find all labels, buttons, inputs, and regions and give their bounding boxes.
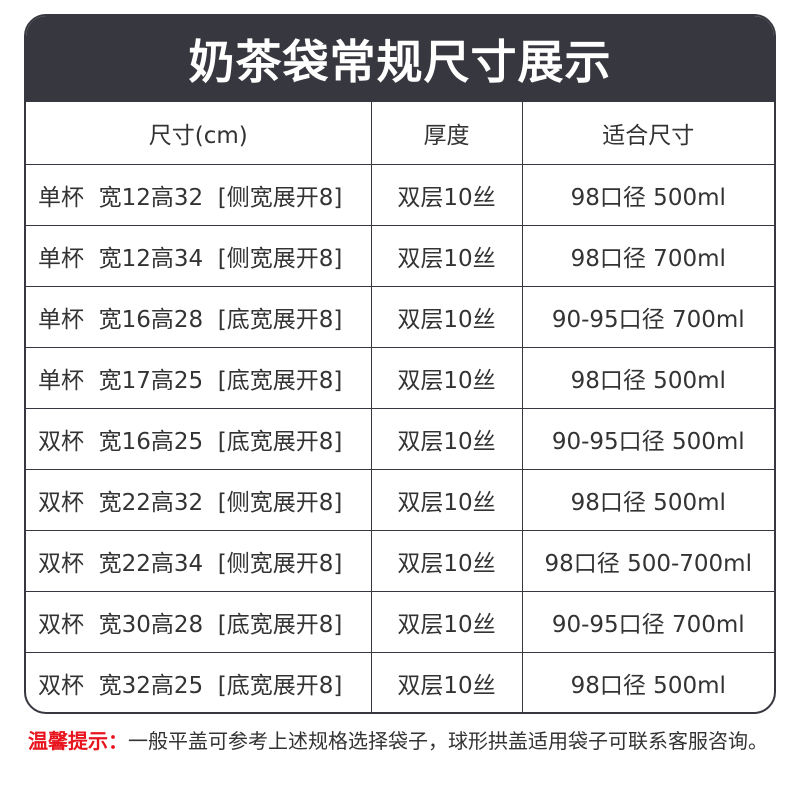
size-table: 尺寸(cm) 厚度 适合尺寸 单杯 宽12高32 [侧宽展开8] 双层10丝 98口…	[26, 102, 774, 712]
page-title: 奶茶袋常规尺寸展示	[26, 16, 774, 102]
fit-cell: 98口径 700ml	[521, 225, 774, 287]
fit-cell: 90-95口径 700ml	[521, 591, 774, 653]
thickness-cell: 双层10丝	[370, 591, 522, 653]
thickness-cell: 双层10丝	[370, 469, 522, 531]
thickness-cell: 双层10丝	[370, 530, 522, 592]
thickness-cell: 双层10丝	[370, 164, 522, 226]
size-cell: 双杯 宽16高25 [底宽展开8]	[26, 408, 371, 470]
table-header-row: 尺寸(cm) 厚度 适合尺寸	[26, 102, 774, 165]
size-cell: 双杯 宽22高34 [侧宽展开8]	[26, 530, 371, 592]
tip-label: 温馨提示：	[28, 729, 128, 753]
table-row: 双杯 宽30高28 [底宽展开8] 双层10丝 90-95口径 700ml	[26, 591, 774, 653]
thickness-cell: 双层10丝	[370, 347, 522, 409]
table-row: 双杯 宽32高25 [底宽展开8] 双层10丝 98口径 500ml	[26, 652, 774, 712]
fit-cell: 98口径 500ml	[521, 652, 774, 712]
table-row: 双杯 宽22高34 [侧宽展开8] 双层10丝 98口径 500-700ml	[26, 530, 774, 592]
thickness-cell: 双层10丝	[370, 225, 522, 287]
table-row: 双杯 宽16高25 [底宽展开8] 双层10丝 90-95口径 500ml	[26, 408, 774, 470]
thickness-cell: 双层10丝	[370, 652, 522, 712]
table-row: 单杯 宽12高34 [侧宽展开8] 双层10丝 98口径 700ml	[26, 225, 774, 287]
tip-text: 一般平盖可参考上述规格选择袋子，球形拱盖适用袋子可联系客服咨询。	[128, 729, 768, 753]
fit-cell: 98口径 500ml	[521, 164, 774, 226]
size-cell: 单杯 宽12高32 [侧宽展开8]	[26, 164, 371, 226]
tip-note: 温馨提示：一般平盖可参考上述规格选择袋子，球形拱盖适用袋子可联系客服咨询。	[28, 726, 778, 757]
table-row: 双杯 宽22高32 [侧宽展开8] 双层10丝 98口径 500ml	[26, 469, 774, 531]
fit-cell: 98口径 500-700ml	[521, 530, 774, 592]
size-cell: 双杯 宽32高25 [底宽展开8]	[26, 652, 371, 712]
size-cell: 单杯 宽17高25 [底宽展开8]	[26, 347, 371, 409]
fit-cell: 90-95口径 500ml	[521, 408, 774, 470]
size-cell: 双杯 宽22高32 [侧宽展开8]	[26, 469, 371, 531]
fit-cell: 90-95口径 700ml	[521, 286, 774, 348]
thickness-cell: 双层10丝	[370, 286, 522, 348]
size-cell: 单杯 宽16高28 [底宽展开8]	[26, 286, 371, 348]
table-row: 单杯 宽17高25 [底宽展开8] 双层10丝 98口径 500ml	[26, 347, 774, 409]
table-row: 单杯 宽12高32 [侧宽展开8] 双层10丝 98口径 500ml	[26, 164, 774, 226]
column-header: 厚度	[370, 102, 522, 165]
column-header: 尺寸(cm)	[148, 123, 248, 149]
fit-cell: 98口径 500ml	[521, 469, 774, 531]
table-row: 单杯 宽16高28 [底宽展开8] 双层10丝 90-95口径 700ml	[26, 286, 774, 348]
thickness-cell: 双层10丝	[370, 408, 522, 470]
size-cell: 双杯 宽30高28 [底宽展开8]	[26, 591, 371, 653]
fit-cell: 98口径 500ml	[521, 347, 774, 409]
column-header: 适合尺寸	[521, 102, 774, 165]
size-table-card: 奶茶袋常规尺寸展示 尺寸(cm) 厚度 适合尺寸 单杯 宽12高32 [侧宽展开…	[24, 14, 776, 714]
size-cell: 单杯 宽12高34 [侧宽展开8]	[26, 225, 371, 287]
